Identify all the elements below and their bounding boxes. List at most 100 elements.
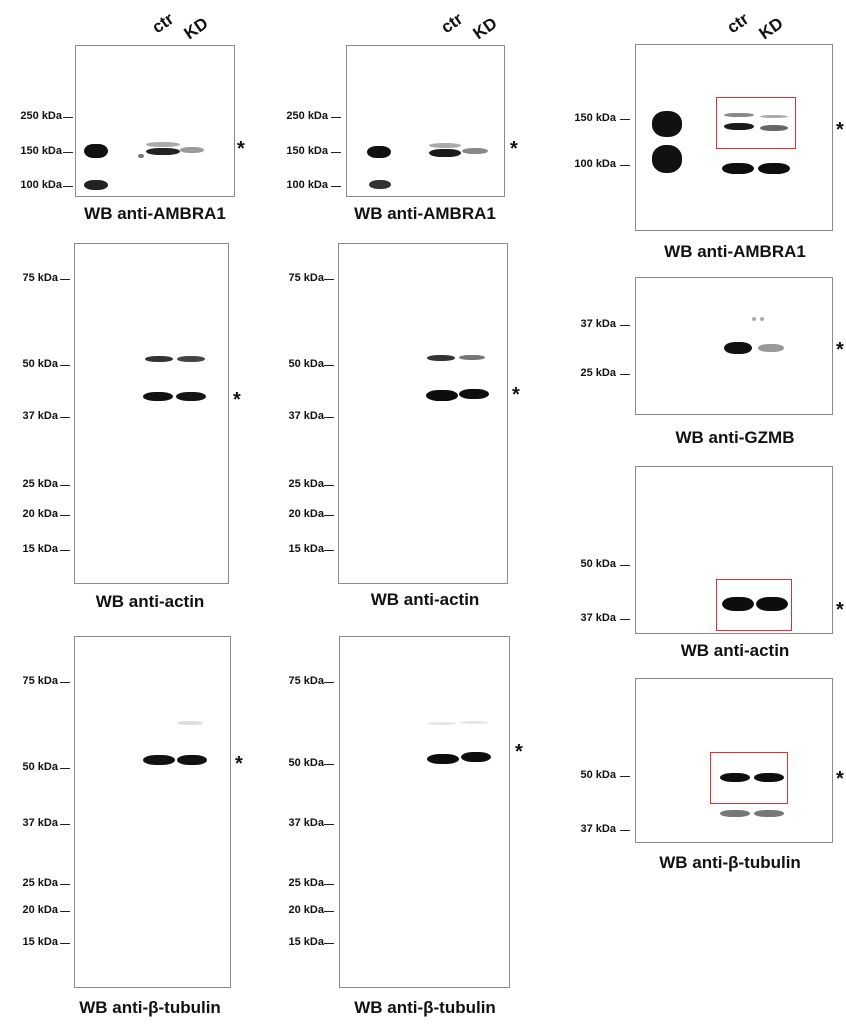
mw-tick: [60, 682, 70, 683]
mw-label-37: 37 kDa: [288, 817, 324, 829]
highlight-box: [710, 752, 788, 804]
mw-label-50: 50 kDa: [288, 757, 324, 769]
highlight-box: [716, 97, 796, 149]
mw-tick: [324, 279, 334, 280]
blot-caption: WB anti-AMBRA1: [354, 204, 496, 223]
band-kd: [461, 752, 491, 762]
blot-caption: WB anti-actin: [95, 592, 205, 611]
asterisk: *: [512, 384, 520, 406]
mw-label-15: 15 kDa: [22, 936, 58, 948]
asterisk: *: [836, 119, 844, 141]
speck: [760, 317, 764, 321]
band-ctr: [143, 755, 175, 765]
mw-label-250: 250 kDa: [286, 110, 328, 122]
blot-panel: [635, 466, 833, 634]
band-ctr: [145, 356, 173, 362]
mw-tick: [620, 119, 630, 120]
mw-label-50: 50 kDa: [22, 761, 58, 773]
band-faint: [177, 721, 203, 725]
band-ctr: [724, 342, 752, 354]
mw-tick: [331, 152, 341, 153]
band-ctr: [429, 143, 461, 148]
mw-tick: [324, 911, 334, 912]
mw-tick: [620, 565, 630, 566]
mw-label-20: 20 kDa: [288, 904, 324, 916]
band-kd: [459, 355, 485, 360]
mw-label-37: 37 kDa: [22, 410, 58, 422]
mw-tick: [324, 764, 334, 765]
band-kd: [459, 389, 489, 399]
mw-tick: [620, 374, 630, 375]
band-kd: [760, 125, 788, 131]
band-kd: [756, 597, 788, 611]
mw-label-37: 37 kDa: [580, 318, 616, 330]
band-ctr: [146, 142, 180, 147]
blot-panel: [74, 243, 229, 584]
lane-label-kd: KD: [469, 13, 501, 44]
mw-label-25: 25 kDa: [288, 478, 324, 490]
mw-tick: [620, 830, 630, 831]
mw-tick: [331, 186, 341, 187]
mw-tick: [324, 365, 334, 366]
mw-label-20: 20 kDa: [288, 508, 324, 520]
mw-tick: [620, 776, 630, 777]
blot-caption: WB anti-actin: [680, 641, 790, 660]
mw-label-37: 37 kDa: [580, 612, 616, 624]
mw-tick: [324, 943, 334, 944]
mw-label-15: 15 kDa: [22, 543, 58, 555]
band-ctr: [427, 355, 455, 361]
band-kd: [177, 755, 207, 765]
mw-label-100: 100 kDa: [574, 158, 616, 170]
band-ctr: [724, 113, 754, 117]
band-kd: [176, 392, 206, 401]
band-faint: [428, 722, 456, 725]
asterisk: *: [510, 138, 518, 160]
mw-tick: [620, 619, 630, 620]
mw-tick: [60, 515, 70, 516]
mw-label-150: 150 kDa: [574, 112, 616, 124]
ladder-band: [652, 145, 682, 173]
mw-label-250: 250 kDa: [20, 110, 62, 122]
blot-caption: WB anti-β-tubulin: [79, 998, 221, 1017]
mw-tick: [324, 550, 334, 551]
mw-label-37: 37 kDa: [22, 817, 58, 829]
mw-tick: [324, 682, 334, 683]
band-kd: [754, 773, 784, 782]
band-kd: [760, 115, 788, 118]
band-ctr: [724, 123, 754, 130]
band-kd: [754, 810, 784, 817]
lane-label-kd: KD: [755, 13, 787, 44]
blot-panel: [346, 45, 505, 197]
band-faint: [460, 721, 488, 724]
band-kd: [758, 344, 784, 352]
mw-label-150: 150 kDa: [286, 145, 328, 157]
blot-caption: WB anti-β-tubulin: [354, 998, 496, 1017]
band-ctr: [427, 754, 459, 764]
mw-label-75: 75 kDa: [288, 272, 324, 284]
asterisk: *: [235, 753, 243, 775]
mw-tick: [63, 152, 73, 153]
band-ctr: [146, 148, 180, 155]
band-ctr: [722, 597, 754, 611]
band-ctr: [720, 773, 750, 782]
mw-label-100: 100 kDa: [286, 179, 328, 191]
mw-label-75: 75 kDa: [22, 675, 58, 687]
asterisk: *: [237, 138, 245, 160]
mw-tick: [620, 325, 630, 326]
ladder-band: [84, 180, 108, 190]
lane-label-ctr: ctr: [148, 9, 178, 38]
asterisk: *: [515, 741, 523, 763]
mw-label-25: 25 kDa: [288, 877, 324, 889]
mw-label-25: 25 kDa: [22, 478, 58, 490]
lane-label-ctr: ctr: [723, 9, 753, 38]
mw-tick: [331, 117, 341, 118]
mw-tick: [324, 417, 334, 418]
mw-tick: [620, 165, 630, 166]
mw-tick: [60, 884, 70, 885]
mw-tick: [324, 884, 334, 885]
band-ctr: [426, 390, 458, 401]
blot-panel: [75, 45, 235, 197]
blot-caption: WB anti-GZMB: [675, 428, 795, 447]
mw-tick: [60, 365, 70, 366]
asterisk: *: [836, 599, 844, 621]
